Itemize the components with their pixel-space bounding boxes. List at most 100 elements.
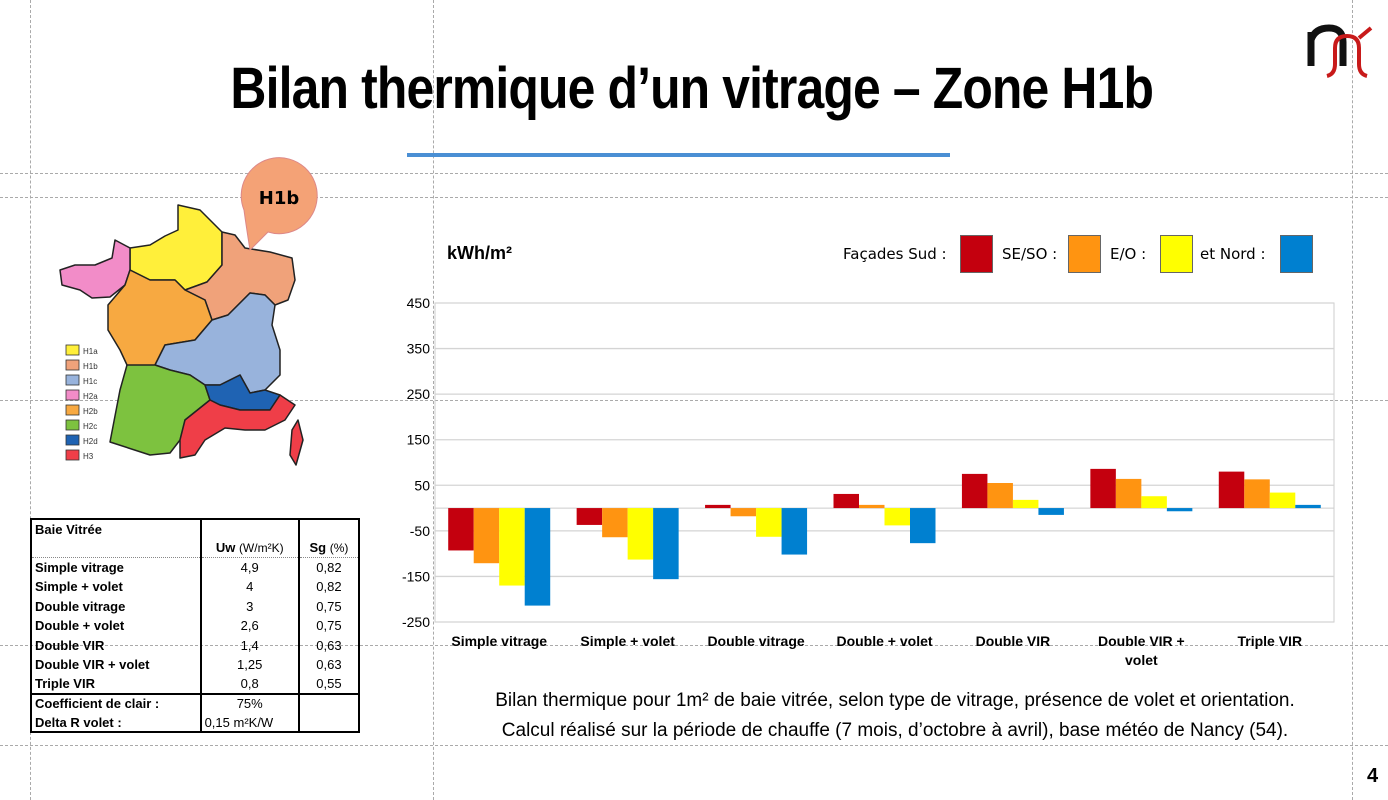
bar	[576, 508, 603, 525]
row-label: Double + volet	[31, 615, 202, 636]
map-legend-label: H3	[83, 452, 94, 461]
y-tick-label: -150	[402, 568, 430, 584]
bar	[859, 504, 885, 509]
y-tick-label: 150	[407, 432, 431, 448]
uw-value: 1,4	[200, 635, 300, 655]
uw-value: 3	[200, 596, 300, 616]
bar	[627, 508, 654, 560]
map-legend-label: H2a	[83, 392, 98, 401]
sg-value: 0,75	[316, 598, 342, 614]
map-callout: H1b	[240, 157, 318, 252]
map-legend-swatch	[65, 359, 80, 371]
x-tick-label: Double VIR +	[1098, 633, 1185, 649]
legend-swatch-sud	[960, 235, 993, 273]
row-label: Simple vitrage	[31, 557, 202, 578]
bar	[448, 508, 474, 551]
y-tick-label: 450	[407, 295, 431, 311]
legend-label-nord: et Nord :	[1200, 245, 1266, 263]
map-legend-swatch	[65, 434, 80, 446]
table-title: Baie Vitrée	[31, 519, 202, 539]
bar	[1166, 508, 1193, 512]
header-uw: Uw (W/m²K)	[200, 538, 300, 558]
bar	[961, 473, 988, 509]
bar	[884, 508, 910, 526]
y-tick-label: 250	[407, 386, 431, 402]
bar	[473, 508, 500, 564]
guide-line	[0, 400, 1388, 401]
legend-prefix: Façades Sud :	[843, 245, 947, 263]
bar	[705, 504, 731, 509]
map-legend-swatch	[65, 449, 80, 461]
row-label: Double VIR + volet	[31, 654, 202, 675]
table-row: Simple vitrage 4,9 0,82	[31, 557, 359, 578]
sg-value: 0,63	[316, 656, 342, 672]
legend-label-se-so: SE/SO :	[1002, 245, 1058, 263]
x-tick-label: Simple vitrage	[451, 633, 547, 649]
caption-line-1: Bilan thermique pour 1m² de baie vitrée,…	[495, 690, 1295, 711]
bar	[910, 508, 936, 544]
row-label: Double VIR	[31, 635, 202, 655]
legend-swatch-e-o	[1160, 235, 1193, 273]
map-legend-label: H2b	[83, 407, 98, 416]
page-number: 4	[1367, 765, 1379, 787]
guide-line	[0, 745, 1388, 746]
sg-value: 0,82	[316, 579, 342, 595]
bar	[1218, 471, 1245, 509]
legend-swatch-nord	[1280, 235, 1313, 273]
bar	[524, 508, 551, 606]
map-legend-label: H2c	[83, 422, 97, 431]
bar	[602, 508, 628, 538]
legend-swatch-se-so	[1068, 235, 1101, 273]
sg-value: 0,75	[316, 618, 342, 634]
row-label: Triple VIR	[31, 674, 202, 694]
caption-line-2: Calcul réalisé sur la période de chauffe…	[501, 720, 1289, 741]
map-legend-swatch	[65, 404, 80, 416]
x-tick-label: Simple + volet	[580, 633, 675, 649]
uw-value: 4	[200, 577, 300, 597]
callout-label: H1b	[259, 188, 300, 209]
header-sg: Sg (%)	[309, 540, 349, 556]
y-tick-label: -50	[410, 523, 430, 539]
bar	[756, 508, 782, 537]
guide-line	[0, 197, 1388, 198]
bar	[1141, 496, 1167, 509]
bar	[653, 508, 679, 580]
map-legend-swatch	[65, 389, 80, 401]
sg-value: 0,55	[316, 675, 342, 691]
delta-value: 0,15 m²K/W	[200, 712, 300, 733]
france-climate-zone-map: H1b H1a H1b H1c H2a H2b H2c H2d H3	[59, 157, 318, 466]
guide-line	[0, 173, 1388, 174]
x-tick-label: Double + volet	[836, 633, 932, 649]
guide-line	[433, 0, 434, 800]
plot-area	[434, 302, 1335, 623]
sg-value: 0,63	[316, 637, 342, 653]
table-row: Double + volet 2,6 0,75	[31, 615, 359, 636]
y-axis-label: kWh/m²	[447, 243, 512, 263]
bar	[1090, 468, 1116, 509]
x-tick-label: volet	[1125, 652, 1158, 668]
x-tick-label: Triple VIR	[1237, 633, 1302, 649]
bar	[1038, 508, 1064, 515]
table-row: Simple + volet 4 0,82	[31, 577, 359, 597]
guide-line	[0, 645, 1388, 646]
map-legend-label: H1c	[83, 377, 97, 386]
bar	[499, 508, 525, 586]
x-tick-label: Double VIR	[976, 633, 1051, 649]
map-legend-label: H1a	[83, 347, 98, 356]
table-row: Double VIR 1,4 0,63	[31, 635, 359, 655]
delta-label: Delta R volet :	[31, 712, 202, 733]
bar	[1012, 499, 1039, 509]
row-label: Simple + volet	[31, 577, 202, 597]
slide-title: Bilan thermique d’un vitrage – Zone H1b	[230, 56, 1154, 121]
map-legend-swatch	[65, 374, 80, 386]
uw-value: 2,6	[200, 615, 300, 636]
map-legend-label: H2d	[83, 437, 98, 446]
uw-value: 1,25	[200, 654, 300, 675]
map-legend-swatch	[65, 419, 80, 431]
x-tick-label: Double vitrage	[707, 633, 804, 649]
bar-chart: 450 350 250 150 50 -50 -150 -250 Simple vitrage S…	[402, 295, 1335, 668]
map-legend-label: H1b	[83, 362, 98, 371]
glazing-table: Baie Vitrée Uw (W/m²K) Sg (%) Simple vit…	[30, 518, 360, 734]
uw-value: 4,9	[200, 557, 300, 578]
legend-label-e-o: E/O :	[1110, 245, 1147, 263]
